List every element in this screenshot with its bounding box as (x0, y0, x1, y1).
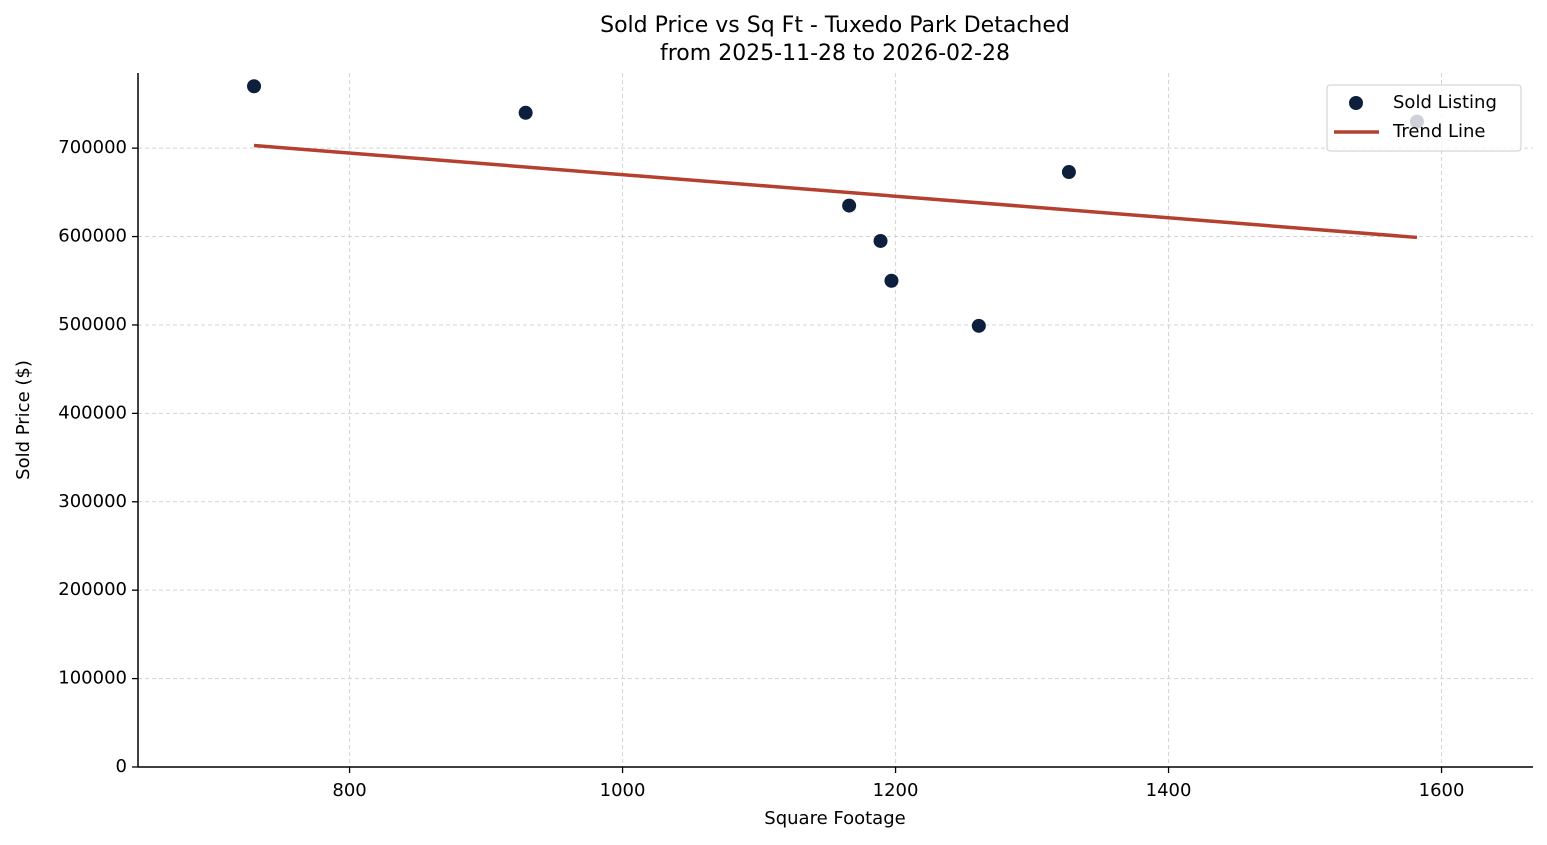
y-tick-label: 100000 (58, 668, 127, 689)
chart-subtitle: from 2025-11-28 to 2026-02-28 (660, 41, 1010, 66)
point (842, 198, 857, 213)
y-tick-label: 400000 (58, 402, 127, 423)
x-tick-label: 1600 (1419, 780, 1465, 801)
point (247, 79, 262, 94)
legend-label: Sold Listing (1393, 92, 1497, 113)
y-tick-label: 0 (116, 756, 127, 777)
point (1061, 165, 1076, 180)
legend: Sold Listing Trend Line (1326, 84, 1522, 152)
y-axis-label: Sold Price ($) (13, 360, 34, 480)
grid (138, 73, 1533, 768)
legend-label: Trend Line (1392, 121, 1486, 142)
y-tick-label: 200000 (58, 579, 127, 600)
y-tick-label: 600000 (58, 226, 127, 247)
x-axis-label: Square Footage (764, 808, 905, 829)
plot-area (247, 79, 1424, 333)
legend-box (1326, 84, 1522, 152)
x-tick-label: 1200 (873, 780, 919, 801)
x-tick-label: 1400 (1146, 780, 1192, 801)
trend-line (253, 143, 1418, 240)
x-tick-label: 1000 (600, 780, 646, 801)
point (971, 318, 986, 333)
chart-title: Sold Price vs Sq Ft - Tuxedo Park Detach… (600, 13, 1070, 38)
legend-swatch (1349, 96, 1363, 110)
point (884, 273, 899, 288)
point (873, 233, 888, 248)
point (518, 105, 533, 120)
y-tick-label: 700000 (58, 137, 127, 158)
x-tick-label: 800 (332, 780, 366, 801)
y-tick-label: 500000 (58, 314, 127, 335)
y-tick-label: 300000 (58, 491, 127, 512)
